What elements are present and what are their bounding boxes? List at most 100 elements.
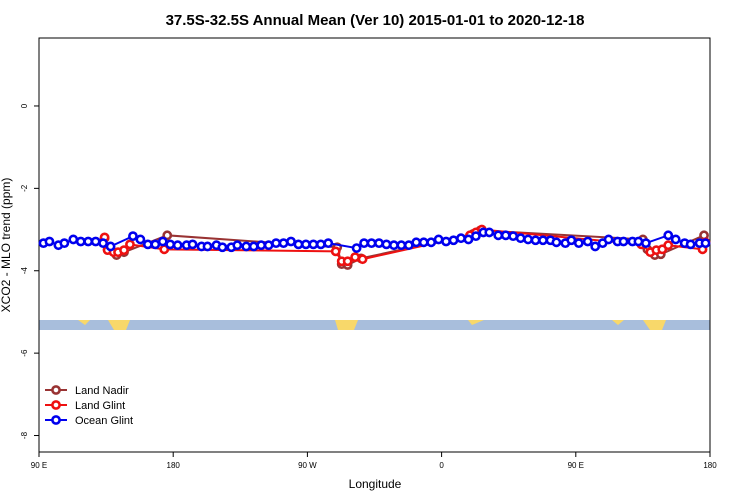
data-point: [470, 231, 481, 242]
data-point: [125, 239, 135, 250]
data-point: [448, 235, 459, 246]
data-point: [293, 239, 304, 250]
data-point: [426, 237, 437, 248]
data-point: [500, 230, 511, 241]
data-point: [551, 237, 562, 248]
data-point: [135, 234, 146, 245]
data-point: [150, 239, 161, 250]
x-tick-label: 90 W: [298, 461, 317, 470]
data-point: [256, 240, 267, 251]
data-point: [350, 252, 361, 263]
data-point: [463, 234, 474, 245]
data-point: [172, 240, 183, 251]
land-shape: [612, 320, 624, 325]
data-point: [484, 227, 495, 238]
data-point: [359, 238, 369, 249]
data-point: [357, 254, 368, 265]
legend-marker: [51, 415, 61, 425]
data-point: [663, 230, 674, 241]
y-tick-label: -2: [20, 184, 29, 192]
data-point: [142, 239, 153, 250]
data-point: [530, 235, 541, 246]
data-point: [308, 239, 319, 250]
legend-marker: [51, 385, 61, 395]
ocean-strip: [39, 320, 710, 330]
data-point: [187, 239, 198, 250]
data-point: [119, 245, 129, 256]
data-point: [618, 236, 629, 247]
map-strip: [39, 320, 710, 330]
legend-marker: [51, 400, 61, 410]
y-tick-label: -8: [20, 431, 29, 439]
land-shape: [108, 320, 130, 330]
data-point: [640, 238, 651, 249]
data-point: [232, 240, 243, 251]
data-point: [165, 239, 176, 250]
data-point: [248, 241, 259, 252]
data-point: [83, 236, 94, 247]
data-point: [411, 237, 422, 248]
data-point: [301, 239, 311, 250]
data-point: [241, 241, 252, 252]
data-point: [633, 236, 644, 247]
data-point: [603, 234, 614, 245]
land-shape: [78, 320, 90, 325]
data-point: [128, 231, 138, 242]
data-point: [538, 235, 548, 246]
data-point: [515, 233, 526, 244]
data-point: [217, 242, 228, 253]
data-point: [441, 236, 451, 247]
data-point: [700, 238, 711, 249]
data-point: [162, 230, 173, 241]
land-shape: [643, 320, 666, 330]
legend-label: Land Glint: [75, 400, 125, 412]
x-tick-label: 180: [167, 461, 181, 470]
data-point: [90, 236, 101, 247]
data-point: [418, 237, 429, 248]
data-point: [271, 238, 281, 249]
y-tick-label: 0: [20, 103, 29, 108]
chart-title: 37.5S-32.5S Annual Mean (Ver 10) 2015-01…: [166, 12, 585, 29]
data-point: [388, 240, 399, 251]
land-shape: [468, 320, 484, 325]
data-point: [286, 236, 296, 247]
data-point: [202, 241, 213, 252]
data-point: [523, 234, 533, 245]
data-point: [366, 238, 377, 249]
data-point: [566, 235, 577, 246]
y-tick-label: -6: [20, 349, 29, 357]
x-tick-label: 90 E: [568, 461, 584, 470]
data-point: [59, 238, 70, 249]
data-point: [590, 241, 601, 252]
data-point: [44, 236, 55, 247]
data-point: [315, 239, 326, 250]
data-point: [98, 238, 109, 249]
legend-label: Land Nadir: [75, 385, 129, 397]
data-point: [342, 256, 353, 267]
data-point: [374, 238, 384, 249]
y-axis-label: XCO2 - MLO trend (ppm): [0, 178, 13, 313]
data-point: [351, 243, 362, 253]
y-tick-label: -4: [20, 267, 29, 275]
x-tick-label: 0: [439, 461, 444, 470]
data-point: [685, 239, 696, 250]
data-point: [330, 246, 341, 257]
legend-label: Ocean Glint: [75, 415, 133, 427]
data-point: [456, 233, 466, 244]
data-point: [433, 234, 444, 245]
data-point: [403, 240, 414, 251]
data-point: [493, 230, 504, 241]
data-point: [75, 236, 86, 247]
data-point: [396, 240, 407, 251]
data-point: [157, 236, 168, 247]
data-point: [508, 231, 519, 242]
data-point: [105, 241, 116, 252]
data-point: [68, 234, 79, 245]
data-point: [582, 236, 593, 247]
data-point: [278, 238, 289, 249]
land-shape: [335, 320, 358, 330]
data-point: [670, 234, 681, 245]
data-point: [323, 238, 334, 249]
data-point: [573, 238, 584, 249]
